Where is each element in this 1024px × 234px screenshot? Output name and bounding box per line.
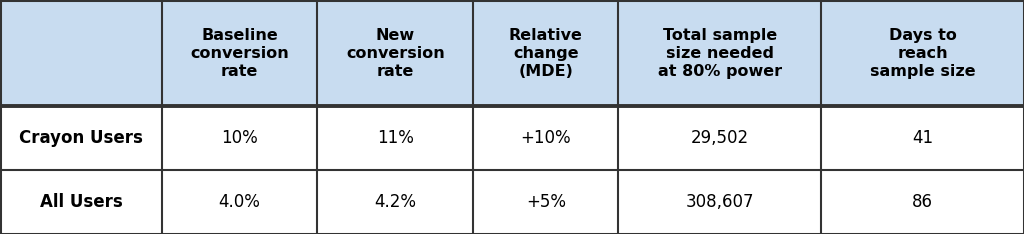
Text: 86: 86 (912, 193, 933, 211)
Text: All Users: All Users (40, 193, 122, 211)
Bar (0, 0, 1024, 106)
Text: +10%: +10% (520, 129, 571, 147)
Text: 4.0%: 4.0% (219, 193, 260, 211)
Text: Days to
reach
sample size: Days to reach sample size (869, 28, 976, 79)
Text: 10%: 10% (221, 129, 258, 147)
Text: 308,607: 308,607 (686, 193, 754, 211)
Bar (0, 106, 1024, 170)
Text: 29,502: 29,502 (691, 129, 749, 147)
Text: Baseline
conversion
rate: Baseline conversion rate (190, 28, 289, 79)
Text: Relative
change
(MDE): Relative change (MDE) (509, 28, 583, 79)
Text: Total sample
size needed
at 80% power: Total sample size needed at 80% power (657, 28, 782, 79)
Text: 11%: 11% (377, 129, 414, 147)
Bar (0, 170, 1024, 234)
Text: Crayon Users: Crayon Users (19, 129, 142, 147)
Text: 41: 41 (912, 129, 933, 147)
Text: 4.2%: 4.2% (374, 193, 417, 211)
Text: New
conversion
rate: New conversion rate (346, 28, 444, 79)
Text: +5%: +5% (525, 193, 566, 211)
